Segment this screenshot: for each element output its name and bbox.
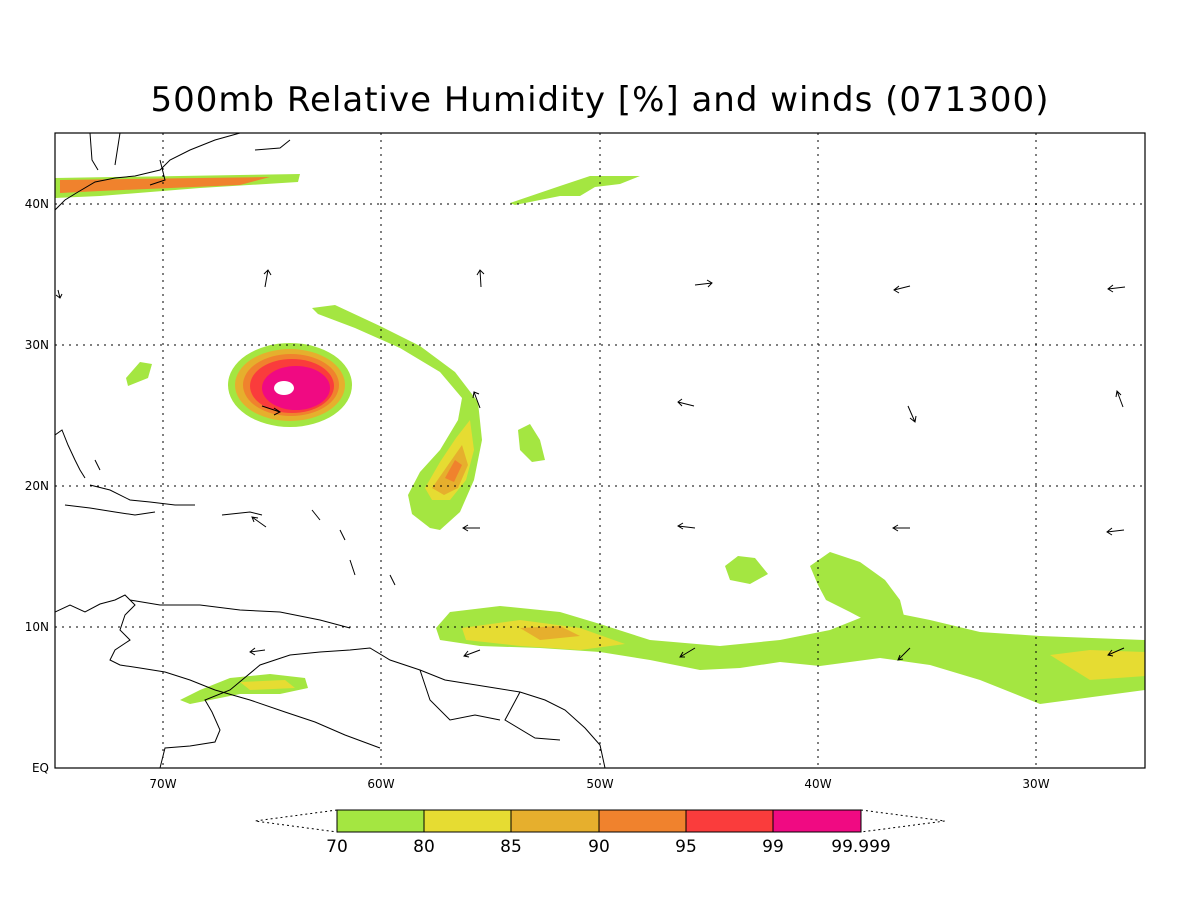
colorbar-swatch [423,809,512,833]
colorbar-swatch [510,809,600,833]
colorbar-swatch [598,809,687,833]
colorbar-left-extension [254,809,338,833]
wind-arrow [907,405,917,423]
lat-tick-label: 40N [25,197,49,211]
wind-arrow [261,405,281,416]
coast-inland-borders [129,599,561,749]
wind-arrow [1107,284,1126,293]
coast-central-america [55,594,216,691]
coastlines [55,133,606,768]
rh-blob-14n-west [725,556,768,584]
rh-carib-80 [240,680,295,690]
rh-itcz-band [436,606,1145,704]
rh-arc-80 [425,420,474,500]
lon-tick-label: 30W [1022,777,1049,791]
lat-tick-label: 30N [25,338,49,352]
wind-arrow [251,516,267,528]
rh-strip-north [510,176,640,205]
wind-arrow [694,279,713,288]
wind-arrow [263,269,272,288]
lon-tick-label: 40W [804,777,831,791]
rh-itcz-east-80 [1050,650,1145,680]
wind-arrow [462,524,480,532]
rh-blob-center [518,424,545,462]
lon-tick-labels: 70W 60W 50W 40W 30W [149,777,1049,791]
colorbar-label: 80 [413,837,435,857]
colorbar-label: 70 [326,837,348,857]
rh-itcz-85 [520,626,580,640]
wind-arrow [55,289,63,299]
rh-blob-west [126,362,152,386]
lon-tick-label: 50W [586,777,613,791]
map-frame [54,132,1146,769]
coast-florida-bahamas [55,429,396,586]
colorbar-right-extension [860,809,946,833]
coast-south-america [159,647,606,768]
lat-tick-label: EQ [32,761,49,775]
colorbar: 70 80 85 90 95 99 99.999 [254,809,946,857]
lat-tick-label: 20N [25,479,49,493]
colorbar-label: 95 [675,837,697,857]
grid-lines [55,133,1145,768]
wind-arrow [897,647,911,661]
wind-arrow [677,522,696,530]
colorbar-label: 99.999 [831,837,890,857]
wind-arrow [893,285,911,294]
humidity-field [55,174,1145,704]
colorbar-label: 90 [588,837,610,857]
colorbar-swatch [685,809,774,833]
lon-tick-label: 60W [367,777,394,791]
wind-arrow [1106,527,1125,536]
wind-arrow [1107,647,1125,657]
wind-arrow [1115,389,1124,408]
colorbar-swatch [336,809,425,833]
coast-north-america [55,133,291,211]
lon-tick-label: 70W [149,777,176,791]
map-title: 500mb Relative Humidity [%] and winds (0… [150,80,1050,120]
wind-arrow [677,398,695,407]
wind-arrow [472,391,481,409]
wind-arrow [679,647,696,658]
wind-arrow [463,649,481,658]
rh-blob-14n-east [810,552,905,628]
colorbar-label: 99 [762,837,784,857]
colorbar-swatch [772,809,862,833]
wind-arrow [892,524,910,532]
wind-arrow [476,269,485,288]
lat-tick-label: 10N [25,620,49,634]
wind-arrows [55,269,1126,661]
hurricane-system [228,343,352,427]
colorbar-label: 85 [500,837,522,857]
rh-arc [312,305,482,530]
lat-tick-labels: EQ 10N 20N 30N 40N [25,197,49,775]
rh-band-us-coast-core [60,177,270,193]
rh-arc-90 [445,460,462,482]
wind-arrow [249,647,266,656]
